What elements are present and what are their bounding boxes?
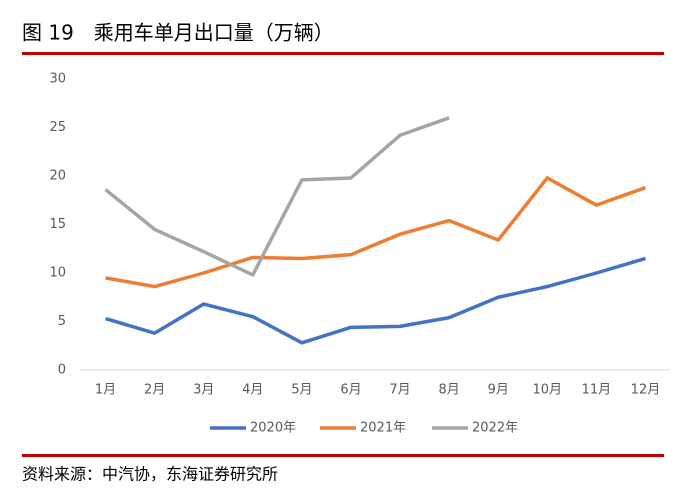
x-tick-label: 8月	[438, 383, 459, 398]
y-tick-label: 10	[49, 266, 66, 281]
series-line	[105, 256, 646, 345]
chart-title: 图 19 乘用车单月出口量（万辆）	[22, 21, 334, 45]
legend-label: 2021年	[360, 421, 406, 436]
y-tick-label: 0	[58, 363, 66, 378]
x-tick-label: 10月	[533, 383, 563, 398]
x-tick-label: 5月	[291, 383, 312, 398]
x-tick-label: 11月	[582, 383, 612, 398]
title-rule	[22, 52, 664, 55]
legend-label: 2022年	[472, 421, 518, 436]
legend-label: 2020年	[250, 421, 296, 436]
x-tick-label: 9月	[488, 383, 509, 398]
y-tick-label: 25	[49, 120, 66, 135]
x-tick-label: 7月	[389, 383, 410, 398]
series-line	[104, 116, 450, 277]
x-tick-label: 12月	[631, 383, 661, 398]
y-tick-label: 20	[49, 169, 66, 184]
x-tick-label: 2月	[144, 383, 165, 398]
x-tick-label: 6月	[340, 383, 361, 398]
x-tick-label: 4月	[242, 383, 263, 398]
source-rule	[22, 454, 664, 457]
x-tick-label: 1月	[95, 383, 116, 398]
x-tick-label: 3月	[193, 383, 214, 398]
y-tick-label: 15	[49, 217, 66, 232]
series-line	[105, 176, 647, 289]
y-tick-label: 5	[58, 314, 66, 329]
y-tick-label: 30	[49, 72, 66, 87]
source: 资料来源：中汽协，东海证券研究所	[22, 465, 278, 484]
